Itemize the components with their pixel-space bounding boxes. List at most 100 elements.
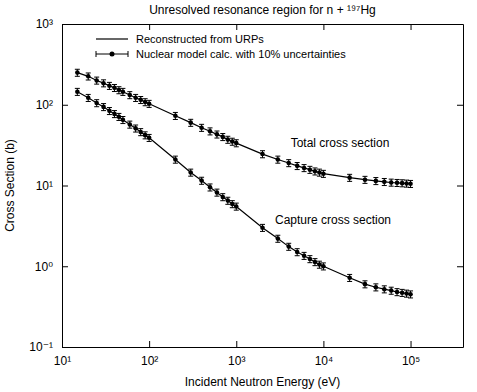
data-point [382,180,387,185]
error-bar-cap [307,255,312,256]
error-bar [138,97,143,104]
error-bar-cap [116,113,121,114]
error-bar-cap [408,180,413,181]
error-bar [214,189,219,196]
error-bar-cap [199,177,204,178]
error-bar-cap [173,119,178,120]
error-bar-cap [362,183,367,184]
error-bar-cap [395,288,400,289]
error-bar-cap [373,184,378,185]
error-bar-cap [107,114,112,115]
error-bar-cap [307,262,312,263]
data-point [313,260,318,265]
data-point [188,120,193,125]
error-bar-cap [260,224,265,225]
error-bar [260,151,265,158]
tick [457,186,463,187]
error-bar-cap [395,186,400,187]
tick: 10⁴ [315,341,334,368]
data-point [220,135,225,140]
data-point [363,282,368,287]
data-point [117,88,122,93]
error-bar [373,284,378,291]
series-label: Capture cross section [275,213,391,227]
tick-mark [411,24,412,30]
error-bar-cap [286,250,291,251]
error-bar-cap [286,166,291,167]
series-points [75,70,413,186]
data-point [400,181,405,186]
data-point [75,89,80,94]
data-point [199,178,204,183]
data-point [94,78,99,83]
tick-label: 10⁰ [35,260,53,274]
error-bar-cap [208,134,213,135]
error-bar [225,197,230,204]
error-bar-cap [173,156,178,157]
error-bar-cap [127,91,132,92]
error-bar-cap [147,141,152,142]
error-bar [400,289,405,296]
error-bar-cap [362,176,367,177]
data-point [138,98,143,103]
legend-swatch-marker [110,52,115,57]
data-point [308,167,313,172]
error-bar-cap [143,131,148,132]
error-bar-cap [382,285,387,286]
plot-area [75,69,413,298]
error-bar-cap [86,94,91,95]
tick-mark [149,24,150,30]
error-bar-cap [127,121,132,122]
data-point [395,290,400,295]
error-bar [275,156,280,163]
axis-line [63,24,464,25]
data-point [230,202,235,207]
error-bar-cap [295,169,300,170]
data-point [230,139,235,144]
error-bar-cap [275,163,280,164]
chart: 10¹10²10³10⁴10⁵10⁻¹10⁰10¹10²10³Total cro… [0,0,477,392]
tick-mark [457,105,463,106]
data-point [86,74,91,79]
error-bar [389,179,394,186]
data-point [317,262,322,267]
error-bar [188,169,193,176]
tick-mark [457,266,463,267]
error-bar-cap [143,98,148,99]
error-bar-cap [214,138,219,139]
tick-mark [457,347,463,348]
data-point [347,275,352,280]
error-bar-cap [230,200,235,201]
error-bar [220,134,225,141]
tick-mark [62,105,68,106]
data-point [226,137,231,142]
error-bar-cap [86,101,91,102]
error-bar-cap [347,281,352,282]
tick-mark [411,341,412,347]
error-bar [127,92,132,99]
error-bar-cap [188,169,193,170]
tick-label: 10⁵ [402,354,420,368]
tick-mark [323,341,324,347]
error-bar-cap [408,290,413,291]
data-point [363,177,368,182]
error-bar-cap [214,131,219,132]
error-bar-cap [286,243,291,244]
error-bar-cap [94,99,99,100]
error-bar [382,286,387,293]
data-point [86,95,91,100]
data-point [173,113,178,118]
data-point [101,81,106,86]
tick-label: 10⁻¹ [29,340,53,354]
data-point [382,287,387,292]
error-bar-cap [260,157,265,158]
error-bar-cap [275,235,280,236]
data-point [220,195,225,200]
data-point [408,181,413,186]
error-bar-cap [373,290,378,291]
error-bar-cap [127,128,132,129]
tick [457,105,463,106]
error-bar-cap [286,159,291,160]
tick-mark [457,24,463,25]
error-bar-cap [225,136,230,137]
